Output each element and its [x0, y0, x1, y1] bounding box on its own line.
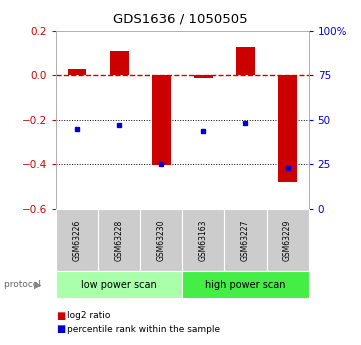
Text: GSM63226: GSM63226 — [73, 219, 82, 261]
Bar — [236, 47, 255, 76]
Text: GSM63163: GSM63163 — [199, 219, 208, 261]
Text: GSM63228: GSM63228 — [115, 219, 123, 261]
Bar — [68, 69, 87, 76]
Text: GDS1636 / 1050505: GDS1636 / 1050505 — [113, 12, 248, 25]
Text: percentile rank within the sample: percentile rank within the sample — [67, 325, 220, 334]
Bar — [194, 76, 213, 78]
Text: ■: ■ — [56, 325, 65, 334]
Bar — [278, 76, 297, 182]
Text: GSM63227: GSM63227 — [241, 219, 250, 261]
Text: protocol: protocol — [4, 280, 43, 289]
Text: ■: ■ — [56, 311, 65, 321]
Text: low power scan: low power scan — [81, 280, 157, 289]
Text: ▶: ▶ — [34, 280, 42, 289]
Text: GSM63229: GSM63229 — [283, 219, 292, 261]
Text: log2 ratio: log2 ratio — [67, 311, 110, 320]
Bar — [152, 76, 171, 165]
Text: high power scan: high power scan — [205, 280, 286, 289]
Text: GSM63230: GSM63230 — [157, 219, 166, 261]
Bar — [110, 51, 129, 76]
